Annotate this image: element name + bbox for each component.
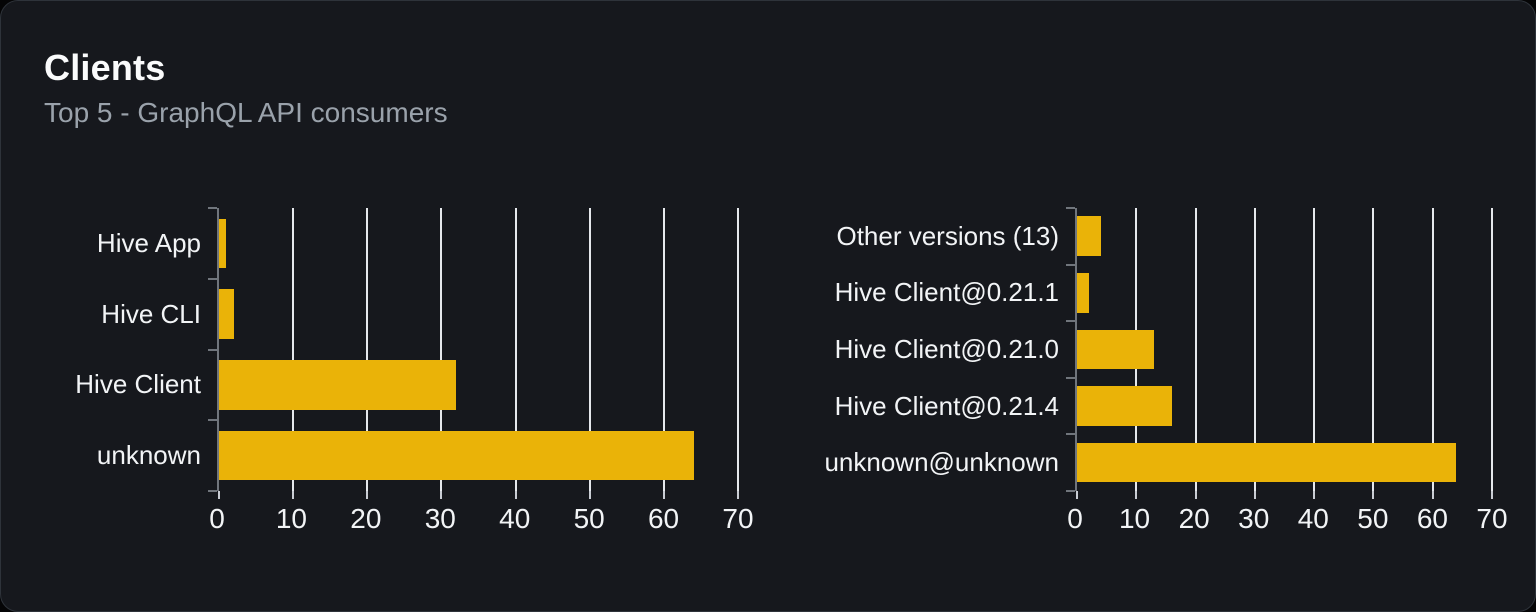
x-axis-tick bbox=[1431, 491, 1434, 499]
x-axis-tick bbox=[440, 491, 443, 499]
x-axis-tick bbox=[1491, 491, 1493, 499]
y-axis-tick bbox=[1066, 376, 1075, 379]
x-axis-tick bbox=[1194, 491, 1197, 499]
x-tick-label: 10 bbox=[1118, 503, 1151, 534]
x-tick-label: 70 bbox=[722, 503, 754, 534]
bar[interactable] bbox=[1077, 273, 1089, 313]
y-axis-label: Other versions (13) bbox=[836, 220, 1059, 251]
x-tick-label: 20 bbox=[1178, 503, 1210, 534]
y-axis-label: Hive Client@0.21.1 bbox=[834, 277, 1059, 308]
y-axis-tick bbox=[1066, 490, 1075, 492]
gridline bbox=[1253, 208, 1256, 491]
chart-body: Other versions (13) Hive Client@0.21.1 Hiv… bbox=[798, 207, 1493, 499]
y-axis-label: Hive CLI bbox=[101, 298, 201, 329]
x-tick-label: 40 bbox=[499, 503, 531, 534]
x-axis: 0 10 20 30 40 50 60 70 bbox=[798, 491, 1507, 535]
x-axis-tick bbox=[588, 491, 591, 499]
y-axis-tick bbox=[208, 348, 217, 351]
gridline bbox=[1491, 208, 1493, 491]
bar[interactable] bbox=[1077, 329, 1155, 370]
x-axis-tick bbox=[514, 491, 517, 499]
gridline bbox=[366, 208, 369, 491]
y-axis-tick bbox=[208, 419, 217, 422]
gridline bbox=[737, 208, 739, 491]
card-subtitle: Top 5 - GraphQL API consumers bbox=[44, 97, 448, 128]
bar[interactable] bbox=[1077, 216, 1101, 257]
x-axis-tick bbox=[1135, 491, 1138, 499]
x-axis-ticks: 0 10 20 30 40 50 60 70 bbox=[209, 491, 753, 535]
y-axis-labels: Hive App Hive CLI Hive Client unknown bbox=[44, 208, 217, 491]
x-axis-tick bbox=[218, 491, 220, 499]
x-axis-ticks: 0 10 20 30 40 50 60 70 bbox=[1067, 491, 1507, 535]
x-tick-label: 0 bbox=[1067, 503, 1083, 534]
bar[interactable] bbox=[219, 360, 457, 410]
clients-by-version-chart: Other versions (13) Hive Client@0.21.1 Hiv… bbox=[798, 207, 1508, 535]
card-title: Clients bbox=[44, 47, 166, 88]
x-tick-label: 20 bbox=[350, 503, 382, 534]
y-axis-tick bbox=[208, 277, 217, 280]
gridline bbox=[588, 208, 591, 491]
gridline bbox=[1431, 208, 1434, 491]
x-tick-label: 0 bbox=[209, 503, 225, 534]
gridline bbox=[1313, 208, 1316, 491]
x-axis-tick bbox=[1313, 491, 1316, 499]
y-axis-tick bbox=[1066, 320, 1075, 323]
x-tick-label: 40 bbox=[1297, 503, 1329, 534]
x-tick-label: 60 bbox=[647, 503, 680, 534]
y-axis-labels: Other versions (13) Hive Client@0.21.1 Hiv… bbox=[798, 208, 1075, 491]
x-tick-label: 10 bbox=[275, 503, 307, 534]
gridline bbox=[292, 208, 295, 491]
x-axis-tick bbox=[1372, 491, 1375, 499]
x-tick-label: 30 bbox=[424, 503, 456, 534]
y-axis-label: Hive Client@0.21.0 bbox=[834, 333, 1059, 364]
clients-by-name-chart: Hive App Hive CLI Hive Client unknown 0 10 20… bbox=[44, 207, 754, 535]
y-axis-label: Hive Client bbox=[75, 369, 201, 400]
x-axis-tick bbox=[366, 491, 369, 499]
x-tick-label: 50 bbox=[1357, 503, 1389, 534]
gridline bbox=[440, 208, 443, 491]
x-axis: 0 10 20 30 40 50 60 70 bbox=[44, 491, 753, 535]
axis-spacer bbox=[798, 491, 1075, 535]
x-tick-label: 70 bbox=[1476, 503, 1508, 534]
y-axis-tick bbox=[1066, 263, 1075, 266]
x-tick-label: 50 bbox=[573, 503, 605, 534]
x-axis-tick bbox=[1076, 491, 1078, 499]
bar[interactable] bbox=[219, 218, 227, 269]
y-axis-label: Hive App bbox=[96, 227, 201, 258]
plot-area bbox=[1066, 207, 1493, 499]
bar[interactable] bbox=[1077, 386, 1172, 426]
y-axis-label: Hive Client@0.21.4 bbox=[834, 390, 1059, 421]
x-tick-label: 30 bbox=[1238, 503, 1270, 534]
bar[interactable] bbox=[219, 430, 694, 481]
chart-body: Hive App Hive CLI Hive Client unknown bbox=[44, 207, 739, 499]
bar[interactable] bbox=[1077, 442, 1457, 483]
x-axis-tick bbox=[662, 491, 665, 499]
plot-area bbox=[208, 207, 739, 499]
x-tick-label: 60 bbox=[1416, 503, 1448, 534]
bar[interactable] bbox=[219, 289, 234, 339]
y-axis-label: unknown bbox=[96, 440, 201, 471]
y-axis-tick bbox=[208, 207, 217, 209]
x-axis-tick bbox=[292, 491, 295, 499]
y-axis-tick bbox=[208, 490, 217, 492]
charts-row: Hive App Hive CLI Hive Client unknown 0 10 20… bbox=[44, 207, 1508, 535]
gridline bbox=[514, 208, 517, 491]
axis-spacer bbox=[44, 491, 217, 535]
gridline bbox=[662, 208, 665, 491]
gridline bbox=[1372, 208, 1375, 491]
x-axis-tick bbox=[737, 491, 739, 499]
x-axis-tick bbox=[1253, 491, 1256, 499]
gridline bbox=[1194, 208, 1197, 491]
y-axis-tick bbox=[1066, 207, 1075, 209]
y-axis-label: unknown@unknown bbox=[824, 447, 1059, 478]
y-axis-tick bbox=[1066, 433, 1075, 436]
